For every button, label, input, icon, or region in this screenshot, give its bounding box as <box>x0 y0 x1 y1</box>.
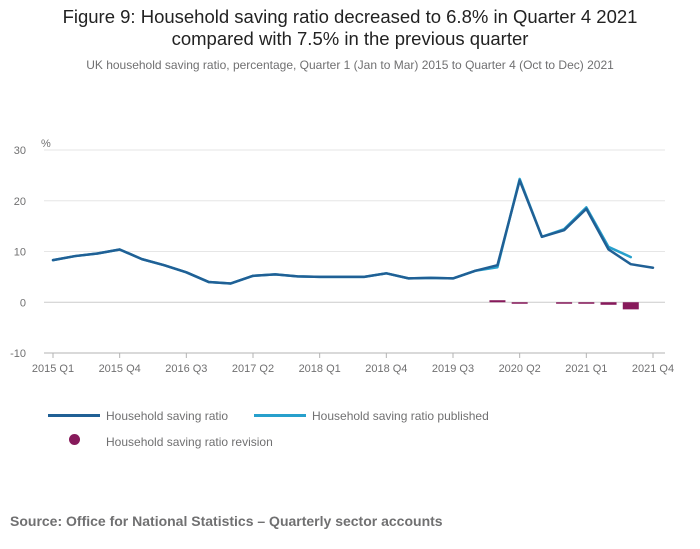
revision-bar <box>600 302 617 305</box>
chart-title-line-1: Figure 9: Household saving ratio decreas… <box>62 6 638 27</box>
y-tick-label: 30 <box>14 145 26 157</box>
y-tick-label: 10 <box>14 247 26 259</box>
legend-swatch-household-saving-ratio-revision <box>69 434 80 445</box>
x-tick-label: 2021 Q1 <box>565 363 607 375</box>
y-axis-label: % <box>41 138 51 150</box>
x-tick-label: 2015 Q1 <box>32 363 74 375</box>
legend-label-household-saving-ratio-revision: Household saving ratio revision <box>106 435 273 449</box>
chart-title: Figure 9: Household saving ratio decreas… <box>0 6 700 50</box>
chart-title-line-2: compared with 7.5% in the previous quart… <box>171 28 529 49</box>
series-line-household-saving-ratio-published <box>51 177 633 285</box>
revision-bar <box>578 302 595 304</box>
x-tick-label: 2020 Q2 <box>499 363 541 375</box>
y-tick-label: -10 <box>10 348 26 360</box>
legend-label-household-saving-ratio-published: Household saving ratio published <box>312 409 489 423</box>
x-tick-label: 2017 Q2 <box>232 363 274 375</box>
y-tick-label: 0 <box>20 297 26 309</box>
revision-bar <box>511 302 528 304</box>
revision-bar <box>489 300 506 303</box>
source-note: Source: Office for National Statistics –… <box>10 513 443 529</box>
revision-bar <box>556 302 573 304</box>
series-line-household-saving-ratio <box>51 179 655 285</box>
x-tick-label: 2018 Q1 <box>299 363 341 375</box>
legend-swatch-household-saving-ratio <box>48 414 100 417</box>
x-tick-label: 2018 Q4 <box>365 363 407 375</box>
x-tick-label: 2016 Q3 <box>165 363 207 375</box>
y-tick-label: 20 <box>14 196 26 208</box>
line-chart: 30 20 10 0 -10% 2015 Q1 2015 Q4 2016 Q3 2017 Q2 2… <box>10 138 674 375</box>
chart-subtitle: UK household saving ratio, percentage, Q… <box>86 58 614 72</box>
revision-bar <box>622 302 639 310</box>
x-tick-label: 2021 Q4 <box>632 363 674 375</box>
x-tick-label: 2015 Q4 <box>99 363 141 375</box>
legend-swatch-household-saving-ratio-published <box>254 414 306 417</box>
legend-label-household-saving-ratio: Household saving ratio <box>106 409 229 423</box>
x-tick-label: 2019 Q3 <box>432 363 474 375</box>
